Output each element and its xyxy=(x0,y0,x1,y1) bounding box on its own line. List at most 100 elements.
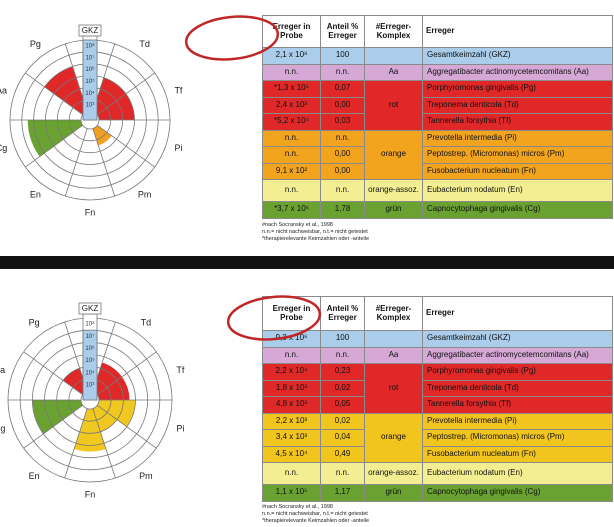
percent: 0,07 xyxy=(320,80,365,98)
percent: 0,00 xyxy=(320,162,365,180)
spoke xyxy=(92,408,116,479)
sector-label: Pi xyxy=(176,424,184,434)
ring xyxy=(19,329,161,471)
ring xyxy=(56,86,124,154)
pathogen-name: Tannerella forsythia (Tf) xyxy=(422,396,613,414)
gkz-scale-label: 10⁷ xyxy=(86,54,95,61)
sector-fill xyxy=(97,93,135,120)
percent: 0,04 xyxy=(320,429,365,447)
ring xyxy=(68,98,112,142)
sector-fill xyxy=(97,120,99,126)
spoke xyxy=(64,321,88,392)
gkz-scale-label: 10⁸ xyxy=(85,42,95,49)
gkz-scale-label: 10³ xyxy=(86,382,95,388)
complex-cell: rot xyxy=(364,80,423,131)
percent: 0,23 xyxy=(320,363,365,381)
footnote: #nach Socransky et al., 1998 xyxy=(262,504,333,510)
complex-cell: orange xyxy=(364,129,423,180)
gkz-scale-label: 10⁴ xyxy=(85,369,95,376)
count: 2,1 x 10⁸ xyxy=(262,47,321,65)
count: n.n. xyxy=(262,462,321,485)
footnote: *therapierelevante Keimzahlen oder -ante… xyxy=(262,518,370,524)
gkz-scale-label: 10⁵ xyxy=(85,357,95,364)
percent: 0,02 xyxy=(320,379,365,397)
count: n.n. xyxy=(262,63,321,81)
sector-fill xyxy=(81,114,83,120)
ring xyxy=(80,390,100,410)
count: 9,1 x 10² xyxy=(262,162,321,180)
header-cell: Erreger xyxy=(422,296,613,331)
sector-fill xyxy=(97,400,136,427)
sector-label: Cg xyxy=(0,143,7,153)
count: 2,2 x 10⁴ xyxy=(262,363,321,381)
gkz-scale-label: 10⁸ xyxy=(85,321,95,328)
pathogen-name: Prevotella intermedia (Pi) xyxy=(422,412,613,430)
spoke xyxy=(23,351,83,396)
header-cell: Erreger in Probe xyxy=(262,296,321,331)
spoke xyxy=(25,72,83,116)
percent: 0,00 xyxy=(320,146,365,164)
pathogen-name: Peptostrep. (Micromonas) micros (Pm) xyxy=(422,429,613,447)
footnote: n.n.= nicht nachweisbar, n.t.= nicht get… xyxy=(262,511,368,517)
sector-label: Tf xyxy=(176,365,184,375)
sector-label: Fn xyxy=(85,489,96,499)
spoke xyxy=(97,404,157,449)
spoke xyxy=(97,72,155,116)
spoke xyxy=(64,128,88,197)
complex-cell: grün xyxy=(364,201,423,219)
complex-cell: orange-assoz. xyxy=(364,462,423,485)
percent: 0,02 xyxy=(320,412,365,430)
pathogen-name: Capnocytophaga gingivalis (Cg) xyxy=(422,201,613,219)
sector-fill xyxy=(74,408,106,452)
sector-label: En xyxy=(29,471,40,481)
count: *5,2 x 10⁴ xyxy=(262,113,321,131)
count: 4,5 x 10⁴ xyxy=(262,445,321,463)
separator xyxy=(0,256,614,269)
count: 3,4 x 10³ xyxy=(262,429,321,447)
header-cell: Erreger xyxy=(422,15,613,48)
sector-label: Aa xyxy=(0,365,5,375)
count: 1,8 x 10³ xyxy=(262,379,321,397)
gkz-scale-label: 10³ xyxy=(86,103,95,109)
sector-fill xyxy=(32,400,83,434)
sector-fill xyxy=(27,120,83,157)
percent: 100 xyxy=(320,330,365,348)
ring xyxy=(9,39,171,201)
sector-label: Td xyxy=(141,318,152,328)
ring xyxy=(31,341,149,459)
sector-label: Pg xyxy=(30,39,41,49)
percent: n.n. xyxy=(320,63,365,81)
sector-fill xyxy=(82,405,88,409)
percent: 0,00 xyxy=(320,96,365,114)
count: *1,3 x 10⁵ xyxy=(262,80,321,98)
count: n.n. xyxy=(262,146,321,164)
sector-label: Fn xyxy=(85,207,96,217)
footnote: #nach Socransky et al., 1998 xyxy=(262,222,333,228)
spoke xyxy=(64,408,88,479)
spoke xyxy=(97,124,155,168)
sector-label: Pm xyxy=(138,190,152,200)
footnote: n.n.= nicht nachweisbar, n.t.= nicht get… xyxy=(262,229,368,235)
spoke xyxy=(25,124,83,168)
sector-fill xyxy=(81,394,83,400)
sector-fill xyxy=(97,376,130,400)
sector-fill xyxy=(92,362,122,395)
spoke xyxy=(23,404,83,449)
ring xyxy=(33,63,147,177)
pathogen-name: Gesamtkeimzahl (GKZ) xyxy=(422,47,613,65)
spoke xyxy=(92,321,116,392)
percent: n.n. xyxy=(320,129,365,147)
gkz-scale-label: 10⁶ xyxy=(85,345,95,352)
pathogen-name: Eubacterium nodatum (En) xyxy=(422,179,613,202)
count: 1,1 x 10⁵ xyxy=(262,484,321,502)
gkz-scale-label: 10⁶ xyxy=(85,66,95,73)
pathogen-name: Fusobacterium nucleatum (Fn) xyxy=(422,162,613,180)
complex-cell: orange xyxy=(364,412,423,463)
pathogen-name: Treponema denticola (Td) xyxy=(422,96,613,114)
sector-label: Aa xyxy=(0,86,7,96)
pathogen-name: Peptostrep. (Micromonas) micros (Pm) xyxy=(422,146,613,164)
sector-label: En xyxy=(30,190,41,200)
sector-fill xyxy=(92,125,112,146)
gkz-column xyxy=(82,313,98,401)
complex-empty xyxy=(364,330,423,348)
